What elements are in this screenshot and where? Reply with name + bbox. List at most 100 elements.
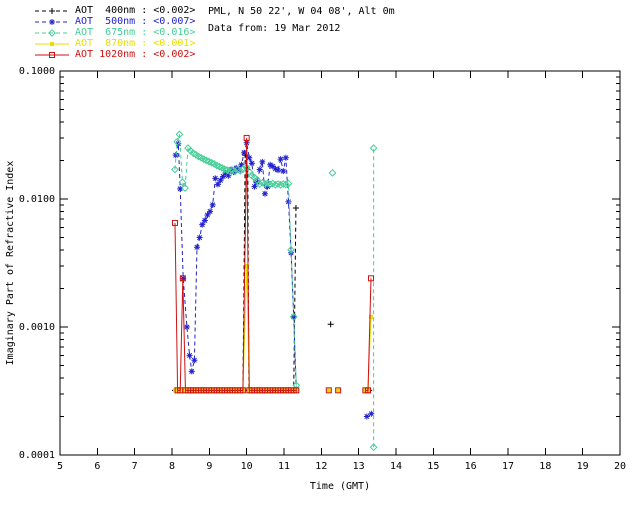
series-line	[174, 134, 297, 386]
header-annotations: PML, N 50 22', W 04 08', Alt 0m Data fro…	[208, 6, 395, 40]
x-tick-label: 9	[206, 461, 212, 472]
square-open-marker	[171, 219, 178, 226]
diamond-marker	[287, 246, 296, 254]
asterisk-marker	[191, 357, 198, 364]
legend-line-sample	[35, 18, 69, 25]
asterisk-marker	[275, 167, 282, 174]
asterisk-marker	[177, 185, 184, 192]
asterisk-marker	[248, 160, 255, 167]
legend-line-sample	[35, 41, 69, 46]
x-tick-label: 10	[241, 461, 253, 472]
asterisk-marker	[204, 211, 211, 218]
diamond-marker	[271, 180, 280, 189]
x-tick-label: 19	[577, 461, 589, 472]
diamond-marker	[369, 144, 378, 152]
square-filled-marker	[336, 388, 341, 393]
station-location-text: PML, N 50 22', W 04 08', Alt 0m	[208, 6, 395, 17]
asterisk-marker	[201, 217, 208, 224]
diamond-marker	[266, 180, 275, 189]
diamond-marker	[48, 28, 56, 37]
asterisk-marker	[188, 368, 195, 375]
asterisk-marker	[212, 175, 219, 182]
x-tick-label: 13	[353, 461, 365, 472]
x-tick-label: 17	[502, 461, 514, 472]
series-aot-870nm	[172, 263, 373, 393]
x-tick-label: 5	[57, 461, 63, 472]
diamond-marker	[289, 312, 298, 321]
series-aot-1020nm	[171, 134, 374, 394]
square-filled-marker	[50, 41, 54, 46]
diamond-marker	[369, 443, 378, 452]
diamond-marker	[328, 168, 337, 177]
legend-line-sample	[35, 7, 69, 14]
x-tick-label: 8	[169, 461, 175, 472]
square-open-marker	[335, 387, 342, 394]
square-open-marker	[239, 387, 246, 394]
legend-item-aot-400nm: AOT 400nm : <0.002>	[34, 5, 195, 16]
y-tick-label: 0.0001	[19, 450, 55, 461]
series-aot-400nm	[171, 152, 373, 394]
legend-item-aot-870nm: AOT 870nm : <0.001>	[34, 38, 195, 49]
legend-label: AOT 675nm : <0.016>	[75, 27, 196, 38]
diamond-marker	[239, 165, 247, 174]
diamond-marker	[284, 179, 293, 188]
y-tick-label: 0.1000	[19, 66, 55, 77]
asterisk-marker	[269, 163, 276, 170]
series-line	[174, 155, 297, 391]
asterisk-marker	[238, 161, 245, 168]
asterisk-marker	[272, 165, 279, 172]
diamond-marker	[178, 178, 187, 187]
diamond-marker	[225, 167, 234, 176]
diamond-marker	[181, 184, 189, 192]
series-line	[174, 137, 297, 391]
asterisk-marker	[183, 324, 190, 330]
x-tick-label: 11	[278, 461, 290, 472]
legend-item-aot-1020nm: AOT 1020nm : <0.002>	[34, 49, 195, 60]
square-open-marker	[325, 387, 332, 394]
diamond-marker	[173, 137, 182, 146]
asterisk-marker	[290, 313, 297, 320]
asterisk-marker	[285, 198, 292, 205]
asterisk-marker	[225, 172, 232, 179]
asterisk-marker	[49, 18, 55, 25]
square-filled-marker	[326, 388, 331, 393]
square-open-marker	[179, 275, 186, 282]
plot-frame	[59, 70, 621, 456]
x-tick-label: 18	[539, 461, 551, 472]
asterisk-marker	[282, 154, 289, 161]
square-filled-marker	[244, 263, 249, 268]
plot-area: 5 6 7 8 9 10 11 12 13 14 15 16 17 18 19 20 0.1000 0.0100 0…	[19, 66, 626, 472]
square-open-marker	[243, 134, 250, 141]
diamond-marker	[236, 166, 245, 175]
asterisk-marker	[186, 352, 193, 359]
asterisk-marker	[280, 168, 287, 175]
asterisk-marker	[220, 173, 227, 180]
asterisk-marker	[214, 181, 221, 188]
legend-label: AOT 400nm : <0.002>	[75, 5, 196, 16]
asterisk-marker	[259, 158, 266, 165]
x-tick-label: 6	[94, 461, 100, 472]
square-open-marker	[49, 51, 55, 58]
asterisk-marker	[363, 413, 370, 420]
asterisk-marker	[267, 161, 274, 168]
asterisk-marker	[254, 179, 261, 186]
series-aot-675nm	[171, 130, 378, 452]
diamond-marker	[171, 165, 179, 174]
asterisk-marker	[209, 201, 216, 208]
asterisk-marker	[199, 221, 206, 228]
diamond-marker	[281, 180, 290, 189]
x-tick-label: 12	[315, 461, 327, 472]
legend-line-sample	[35, 51, 69, 58]
data-date-text: Data from: 19 Mar 2012	[208, 23, 341, 34]
square-filled-marker	[368, 314, 373, 319]
x-tick-label: 14	[390, 461, 402, 472]
diamond-marker	[255, 180, 264, 188]
diamond-marker	[175, 130, 184, 139]
asterisk-marker	[235, 167, 242, 174]
asterisk-marker	[217, 177, 224, 184]
legend-label: AOT 500nm : <0.007>	[75, 16, 196, 27]
x-tick-label: 20	[614, 461, 626, 472]
plus-marker	[327, 321, 334, 328]
y-tick-label: 0.0010	[19, 322, 55, 333]
